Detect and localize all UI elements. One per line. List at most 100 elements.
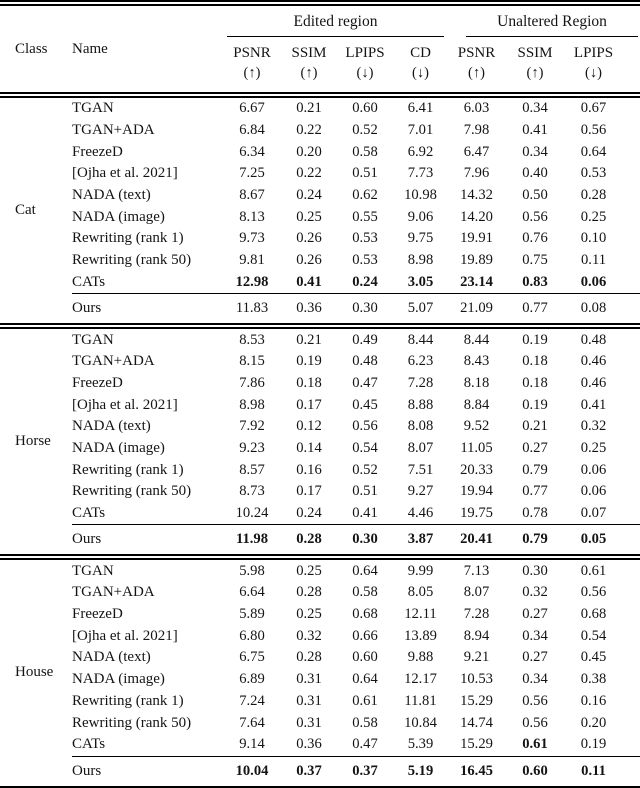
- metric-value-cell: 0.45: [352, 396, 378, 413]
- metric-value-cell: 23.14: [460, 273, 493, 290]
- method-row: FreezeD 6.34 0.20 0.58 6.92 6.47 0.34 0.64: [0, 141, 640, 163]
- down-arrow-icon: (↓): [412, 64, 429, 81]
- metric-value-cell: 0.48: [580, 331, 607, 348]
- metric-value-cell: 0.34: [522, 627, 548, 644]
- metric-value-cell: 0.16: [580, 692, 607, 709]
- metric-value-cell: 0.16: [296, 461, 322, 478]
- metric-value-cell: 0.31: [296, 692, 322, 709]
- group-title-underline: Unaltered Region: [466, 13, 639, 37]
- method-row: NADA (text) 6.75 0.28 0.60 9.88 9.21 0.27 0.45: [0, 647, 640, 669]
- metric-value-cell: 8.13: [239, 208, 265, 225]
- method-row: CATs 12.98 0.41 0.24 3.05 23.14 0.83 0.06: [0, 272, 640, 294]
- method-row: NADA (image) 8.13 0.25 0.55 9.06 14.20 0.56 0.2…: [0, 206, 640, 228]
- metric-value-cell: 0.52: [352, 122, 378, 139]
- metric-value-cell: 11.98: [223, 524, 281, 558]
- metric-value-cell: 6.64: [239, 584, 265, 601]
- up-arrow-icon: (↑): [243, 64, 261, 81]
- metric-value-cell: 7.86: [239, 374, 265, 391]
- method-name-cell: Rewriting (rank 50): [72, 483, 192, 500]
- metric-value-cell: 11.83: [223, 293, 281, 327]
- method-row: NADA (text) 7.92 0.12 0.56 8.08 9.52 0.21 0.32: [0, 416, 640, 438]
- metric-value-cell: 16.45: [448, 755, 505, 787]
- method-name-cell: FreezeD: [72, 606, 123, 623]
- metric-value-cell: 5.07: [393, 293, 448, 327]
- metric-value-cell: 0.64: [352, 562, 378, 579]
- metric-value-cell: 0.34: [522, 671, 548, 688]
- method-name-cell: Rewriting (rank 50): [72, 252, 192, 269]
- method-name-cell: TGAN: [72, 100, 114, 117]
- metric-value-cell: 0.56: [352, 418, 378, 435]
- metric-value-cell: 0.21: [296, 331, 322, 348]
- metric-value-cell: 0.06: [580, 461, 607, 478]
- metric-value-cell: 20.33: [460, 461, 493, 478]
- class-label-cell: Horse: [15, 433, 51, 450]
- metric-value-cell: 0.47: [352, 374, 378, 391]
- metric-value-cell: 0.19: [522, 331, 548, 348]
- metric-value-cell: 0.32: [296, 627, 322, 644]
- metric-value-cell: 0.30: [337, 293, 393, 327]
- up-arrow-icon: (↑): [300, 64, 318, 81]
- metric-value-cell: 0.25: [580, 208, 607, 225]
- ours-row: Ours 10.04 0.37 0.37 5.19 16.45 0.60 0.11: [0, 755, 640, 787]
- metric-value-cell: 0.27: [522, 606, 548, 623]
- method-row: TGAN+ADA 6.64 0.28 0.58 8.05 8.07 0.32 0.56: [0, 582, 640, 604]
- metric-value-cell: 8.98: [407, 252, 434, 269]
- metric-value-cell: 0.54: [352, 439, 378, 456]
- metric-value-cell: 12.11: [404, 606, 437, 623]
- method-name-cell: NADA (image): [72, 208, 165, 225]
- column-header-ssim-edited: SSIM: [291, 44, 327, 61]
- metric-value-cell: 0.41: [352, 505, 378, 522]
- metric-value-cell: 6.67: [239, 100, 265, 117]
- metric-value-cell: 0.77: [505, 293, 565, 327]
- metric-value-cell: 0.18: [522, 374, 548, 391]
- metric-value-cell: 0.20: [296, 143, 322, 160]
- metric-value-cell: 6.03: [463, 100, 490, 117]
- metric-value-cell: 0.11: [581, 252, 606, 269]
- metric-value-cell: 0.32: [580, 418, 607, 435]
- metric-value-cell: 0.45: [580, 649, 607, 666]
- metric-value-cell: 10.98: [404, 187, 437, 204]
- metric-value-cell: 15.29: [460, 736, 493, 753]
- metric-value-cell: 7.25: [239, 165, 265, 182]
- group-title-edited-region: Edited region: [293, 13, 378, 30]
- metric-value-cell: 5.39: [407, 736, 434, 753]
- method-name-cell: FreezeD: [72, 374, 123, 391]
- metric-value-cell: 0.37: [281, 755, 337, 787]
- metric-value-cell: 0.17: [296, 396, 322, 413]
- section-house: House TGAN 5.98 0.25 0.64 9.99 7.13 0.30 0.61 TGA…: [0, 557, 640, 787]
- metric-value-cell: 0.68: [580, 606, 607, 623]
- up-arrow-icon: (↑): [526, 64, 544, 81]
- metric-value-cell: 6.47: [463, 143, 490, 160]
- method-name-cell: CATs: [72, 273, 106, 290]
- metric-value-cell: 10.53: [460, 671, 493, 688]
- metric-value-cell: 0.77: [522, 483, 548, 500]
- metric-value-cell: 7.98: [463, 122, 490, 139]
- metric-value-cell: 0.12: [296, 418, 322, 435]
- method-name-cell: [Ojha et al. 2021]: [72, 165, 178, 182]
- metric-value-cell: 6.75: [239, 649, 265, 666]
- metric-value-cell: 0.17: [296, 483, 322, 500]
- metric-value-cell: 19.94: [460, 483, 493, 500]
- metric-value-cell: 0.25: [296, 208, 322, 225]
- method-name-cell: Rewriting (rank 1): [72, 692, 184, 709]
- metric-value-cell: 0.55: [352, 208, 378, 225]
- metric-value-cell: 8.07: [407, 439, 434, 456]
- metric-value-cell: 3.05: [407, 273, 434, 290]
- metric-value-cell: 0.53: [580, 165, 607, 182]
- metric-value-cell: 0.26: [296, 252, 322, 269]
- metric-value-cell: 0.61: [352, 692, 378, 709]
- metric-value-cell: 13.89: [404, 627, 437, 644]
- metric-value-cell: 0.34: [522, 143, 548, 160]
- metric-value-cell: 7.28: [463, 606, 490, 623]
- method-name-cell: TGAN+ADA: [72, 584, 155, 601]
- metric-value-cell: 8.84: [463, 396, 490, 413]
- metric-value-cell: 8.94: [463, 627, 490, 644]
- method-row: TGAN+ADA 6.84 0.22 0.52 7.01 7.98 0.41 0.56: [0, 120, 640, 142]
- metric-value-cell: 0.38: [580, 671, 607, 688]
- metric-value-cell: 0.48: [352, 353, 378, 370]
- metric-value-cell: 20.41: [448, 524, 505, 558]
- metric-value-cell: 0.68: [352, 606, 378, 623]
- metric-value-cell: 0.40: [522, 165, 548, 182]
- metric-value-cell: 0.28: [296, 649, 322, 666]
- group-header-edited-region: Edited region: [223, 3, 448, 37]
